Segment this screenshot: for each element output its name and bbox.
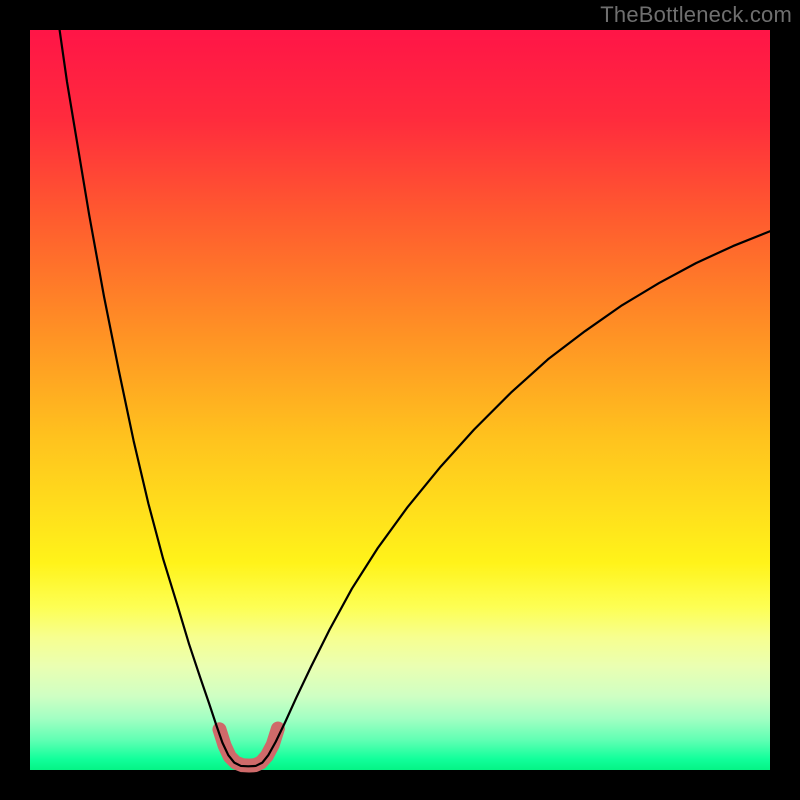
plot-background	[30, 30, 770, 770]
chart-stage: TheBottleneck.com	[0, 0, 800, 800]
watermark-text: TheBottleneck.com	[600, 2, 792, 28]
bottleneck-chart	[0, 0, 800, 800]
